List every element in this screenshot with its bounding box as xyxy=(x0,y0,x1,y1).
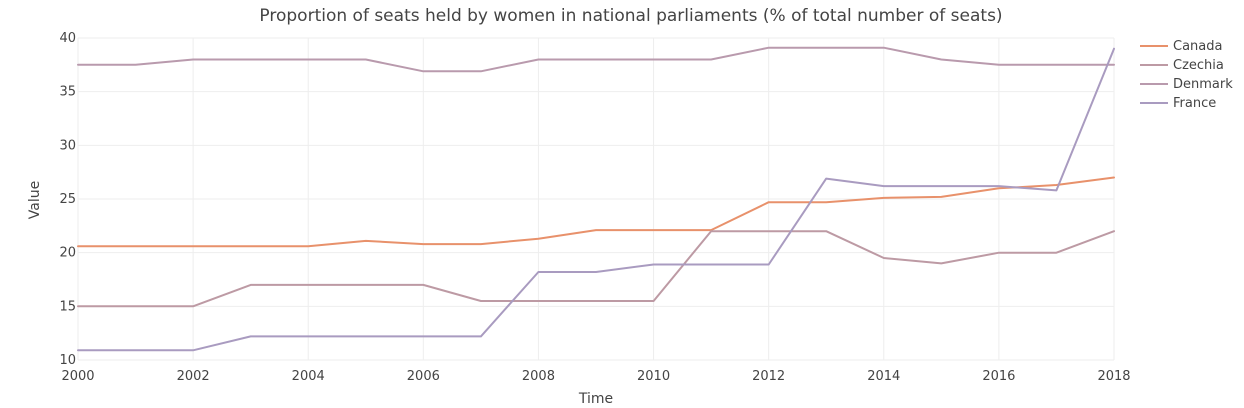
y-tick-label: 10 xyxy=(59,353,76,368)
x-tick-label: 2018 xyxy=(1097,369,1130,384)
y-axis-ticks: 10 15 20 25 30 35 40 xyxy=(59,31,76,368)
chart-title: Proportion of seats held by women in nat… xyxy=(259,6,1002,26)
y-tick-label: 15 xyxy=(59,299,76,314)
legend-label: France xyxy=(1173,96,1216,111)
y-tick-label: 30 xyxy=(59,138,76,153)
legend-item-czechia[interactable]: Czechia xyxy=(1140,58,1224,73)
y-tick-label: 35 xyxy=(59,85,76,100)
legend-label: Canada xyxy=(1173,39,1222,54)
y-tick-label: 20 xyxy=(59,246,76,261)
legend-item-denmark[interactable]: Denmark xyxy=(1140,77,1233,92)
x-tick-label: 2004 xyxy=(292,369,325,384)
x-axis-title: Time xyxy=(578,391,613,407)
x-tick-label: 2010 xyxy=(637,369,670,384)
x-tick-label: 2006 xyxy=(407,369,440,384)
legend-label: Denmark xyxy=(1173,77,1233,92)
x-tick-label: 2012 xyxy=(752,369,785,384)
x-tick-label: 2016 xyxy=(982,369,1015,384)
series-lines xyxy=(77,46,1115,352)
x-axis-ticks: 2000 2002 2004 2006 2008 2010 2012 2014 2016 2018 xyxy=(61,369,1130,384)
legend-item-canada[interactable]: Canada xyxy=(1140,39,1222,54)
x-tick-label: 2008 xyxy=(522,369,555,384)
x-tick-label: 2014 xyxy=(867,369,900,384)
series-line-denmark[interactable] xyxy=(77,46,1115,73)
x-tick-label: 2002 xyxy=(177,369,210,384)
legend-label: Czechia xyxy=(1173,58,1224,73)
y-tick-label: 25 xyxy=(59,192,76,207)
gridlines xyxy=(77,37,1115,361)
series-line-france[interactable] xyxy=(77,47,1115,352)
legend-item-france[interactable]: France xyxy=(1140,96,1216,111)
series-line-canada[interactable] xyxy=(77,176,1115,248)
x-tick-label: 2000 xyxy=(61,369,94,384)
legend[interactable]: Canada Czechia Denmark France xyxy=(1140,39,1233,111)
y-tick-label: 40 xyxy=(59,31,76,46)
y-axis-title: Value xyxy=(27,181,43,219)
series-line-czechia[interactable] xyxy=(77,230,1115,308)
